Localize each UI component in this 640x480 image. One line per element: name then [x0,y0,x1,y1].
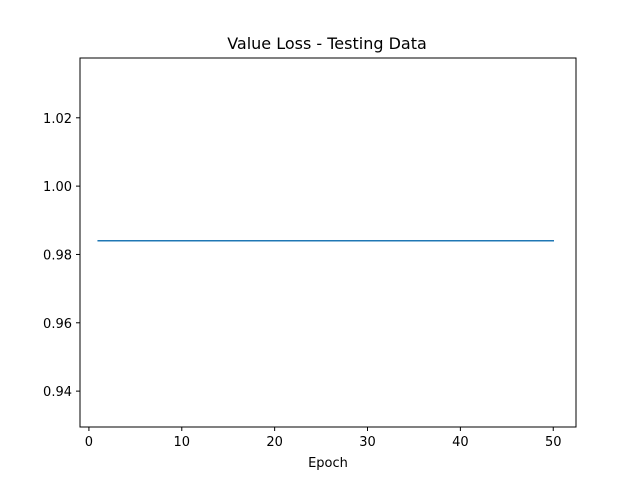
y-tick-label: 0.94 [43,385,72,400]
y-tick-label: 0.96 [43,317,72,332]
x-tick-label: 10 [174,435,191,450]
chart-title: Value Loss - Testing Data [227,34,427,53]
x-axis-ticks: 0 10 20 30 40 50 [85,427,562,450]
axes-frame [79,57,577,428]
y-tick-label: 0.98 [43,248,72,263]
plot-area [79,57,577,428]
x-tick-label: 40 [452,435,469,450]
y-tick-label: 1.02 [43,112,72,127]
x-tick-label: 0 [85,435,93,450]
y-axis-ticks: 0.94 0.96 0.98 1.00 1.02 [43,112,80,400]
y-tick-label: 1.00 [43,180,72,195]
x-tick-label: 30 [359,435,376,450]
x-tick-label: 50 [545,435,562,450]
x-axis-label: Epoch [308,456,348,471]
x-tick-label: 20 [266,435,283,450]
